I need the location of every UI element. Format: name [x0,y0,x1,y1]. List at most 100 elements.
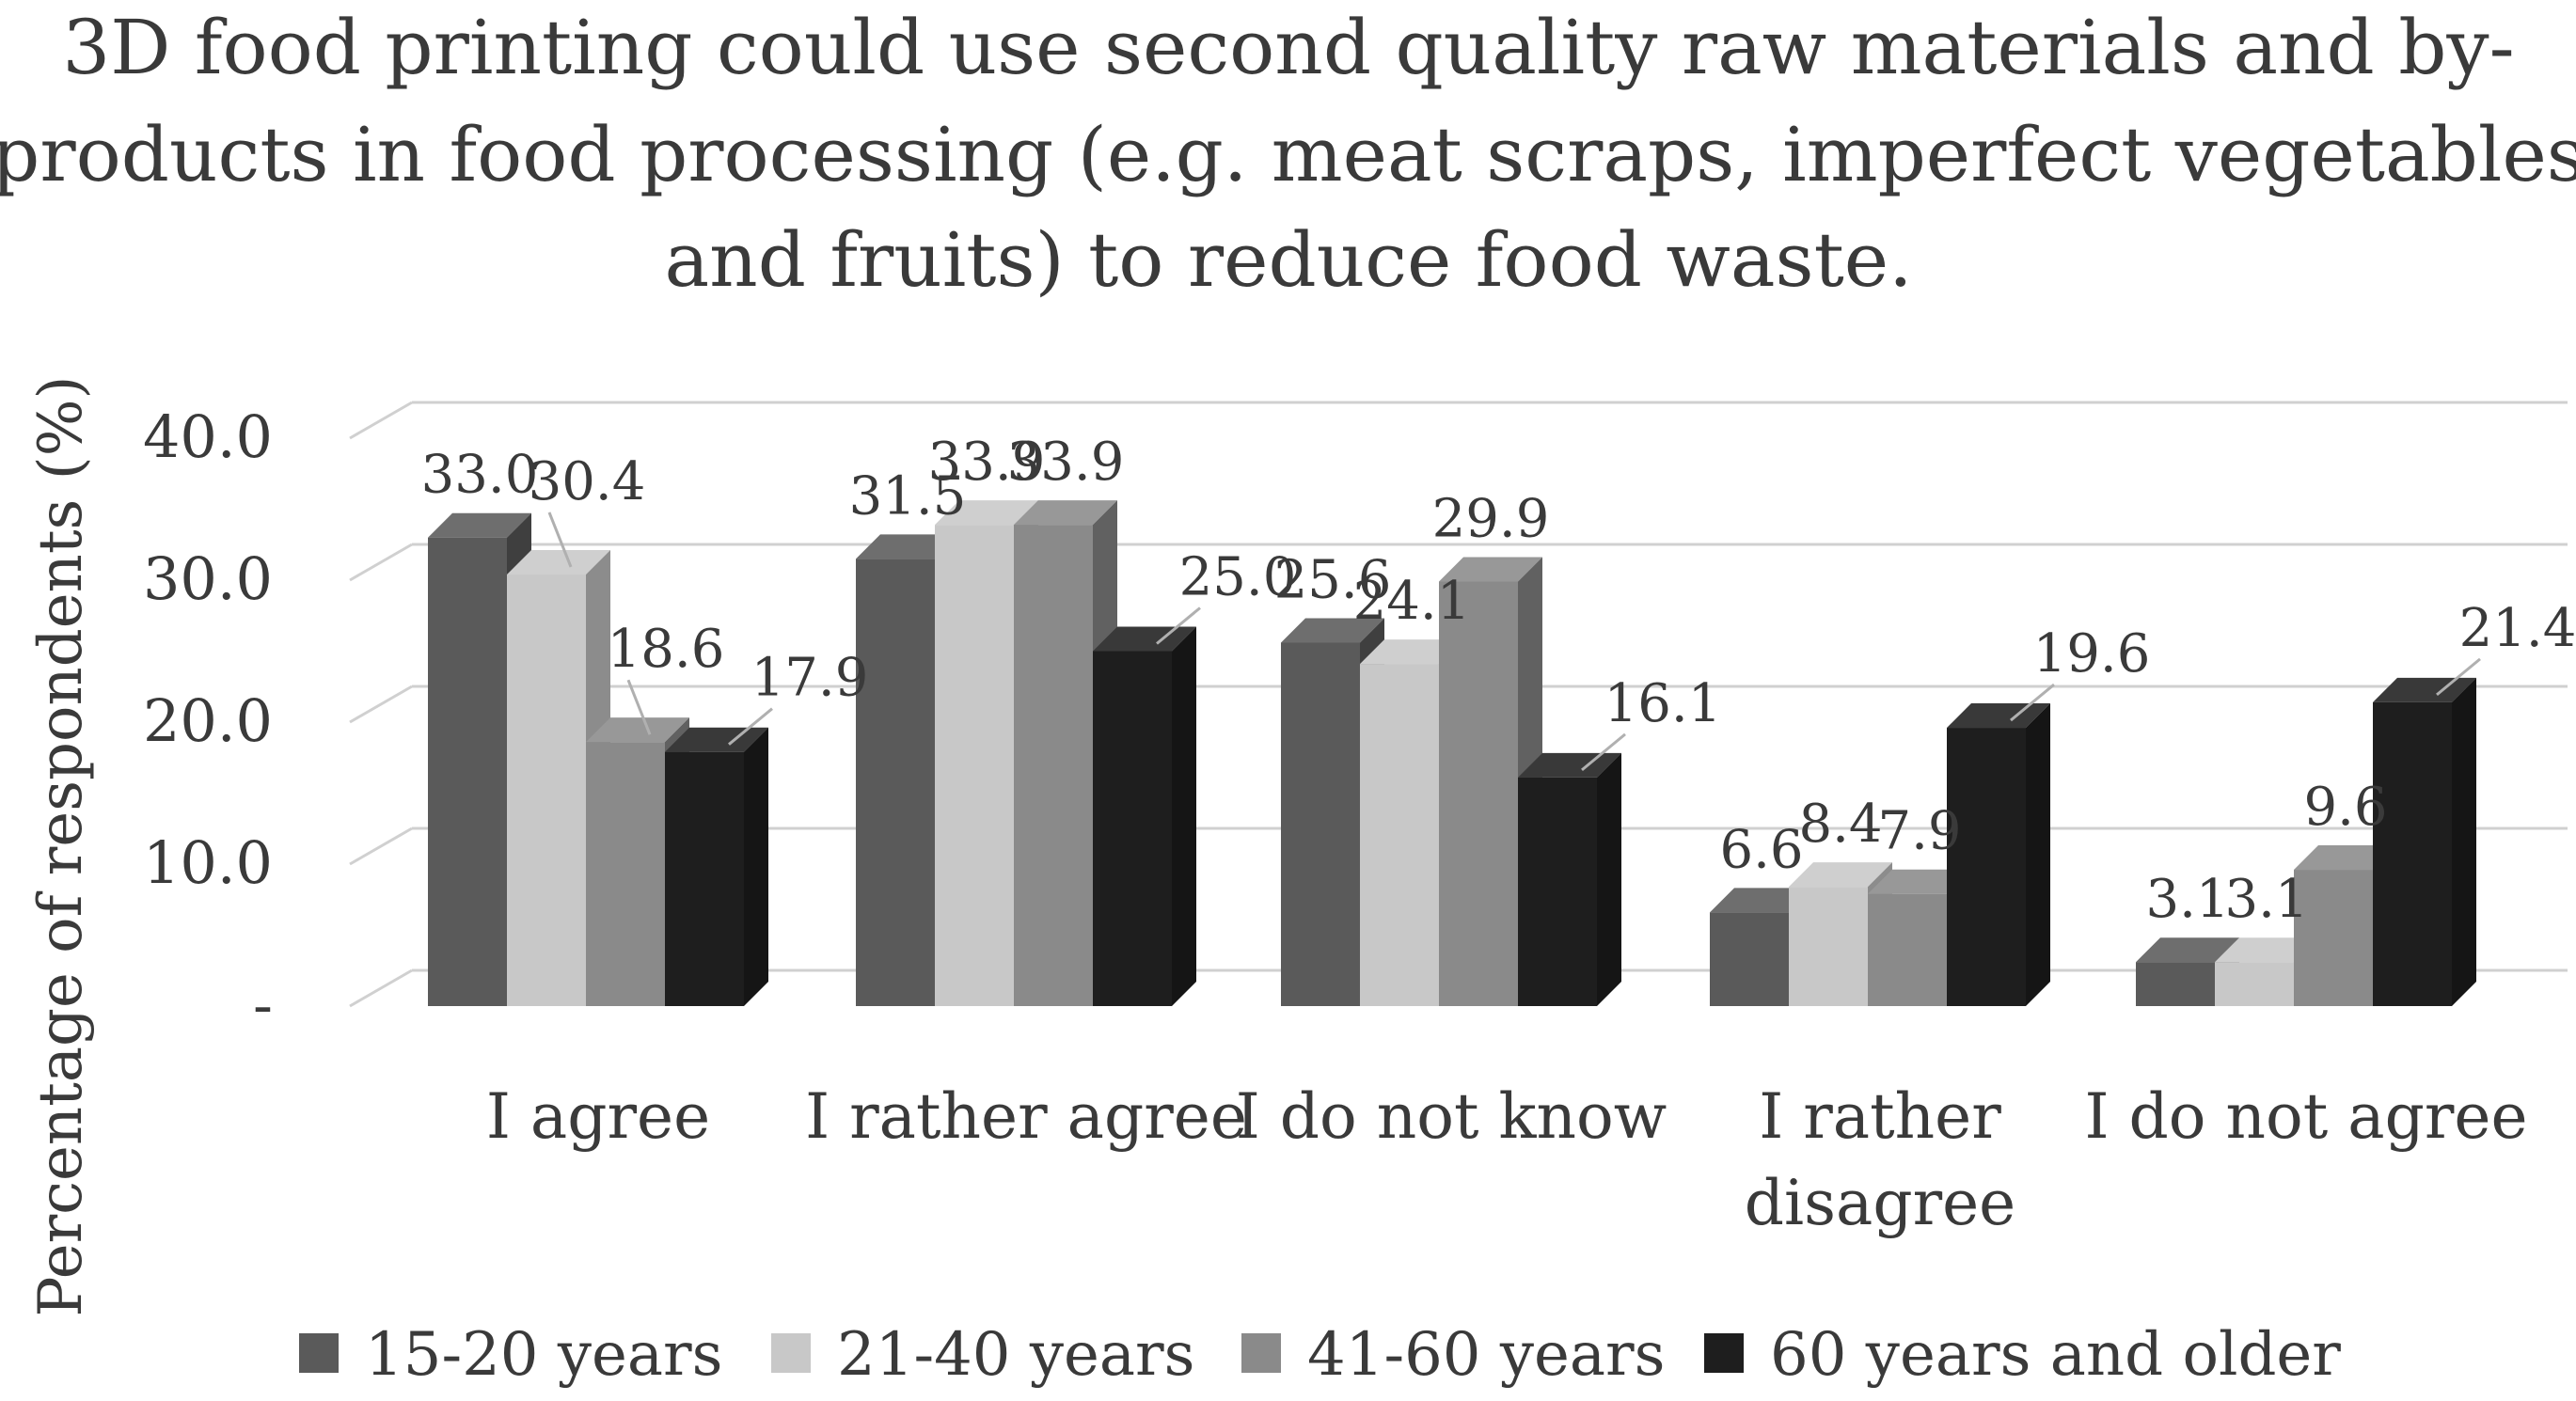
bar-front [586,742,665,1006]
data-labels: 33.030.418.6 17.931.533.933.925.025.624.1… [421,432,2576,930]
leader-line [1156,606,1201,645]
data-label: 29.9 [1432,489,1550,550]
data-label: 8.4 [1798,794,1882,855]
data-label: 33.9 [928,432,1046,493]
category-label: I do not agree [2084,1080,2527,1153]
chart-title-line-1: 3D food printing could use second qualit… [62,4,2514,91]
bar-side [2452,677,2476,1006]
y-tick-label: 20.0 [143,686,273,755]
data-label: 6.6 [1719,819,1803,880]
bar-front [1014,525,1093,1006]
data-label: 16.1 [1604,673,1722,734]
y-axis-ticks: - 10.0 20.0 30.0 40.0 [143,402,273,1039]
bar-front [2294,870,2373,1006]
gridline-wall [349,685,413,724]
data-label: 25.6 [1274,549,1392,610]
data-label: 9.6 [2303,777,2387,838]
bar-front [856,559,935,1006]
y-tick-label: 10.0 [143,828,273,897]
data-label: 21.4 [2459,598,2576,659]
bar-top [1281,618,1384,643]
bar-front [935,525,1014,1006]
legend-item: 60 years and older [1704,1320,2341,1390]
bar-side [1597,752,1621,1006]
bar [2373,677,2476,1006]
y-axis-title: Percentage of respondents (%) [26,376,96,1317]
data-label: 33.0 [421,445,539,506]
bar-top [2215,937,2318,963]
data-label: 7.9 [1877,801,1961,862]
bar-front [1710,912,1789,1006]
legend-item: 21-40 years [771,1320,1194,1390]
gridline-wall [349,826,413,866]
bar-front [1868,893,1947,1006]
bar-top [935,500,1038,526]
leader-line [1581,732,1626,772]
data-label: 18.6 [608,619,725,680]
bar-front [1518,777,1597,1006]
bar-top [2136,937,2239,963]
bar-front [1360,664,1439,1006]
legend-swatch [1704,1333,1744,1373]
bar-side [2026,703,2050,1006]
legend: 15-20 years 21-40 years 41-60 years 60 year… [299,1320,2341,1390]
bar-front [507,574,586,1006]
bar-front [1281,642,1360,1006]
leader-line [626,679,652,735]
y-tick-label: 40.0 [143,402,273,471]
leader-line [2436,657,2481,697]
data-label: 30.4 [529,451,646,512]
data-label: 25.0 [1179,547,1297,608]
bars [428,500,2476,1006]
data-label: 24.1 [1353,571,1471,632]
bar-front [1947,728,2026,1006]
bar-front [1439,581,1518,1006]
bar-front [2215,962,2294,1006]
data-label: 31.5 [849,465,967,527]
data-label: 17.9 [751,648,869,709]
chart-title: 3D food printing could use second qualit… [0,4,2576,304]
bar-top [1710,888,1813,913]
bar-front [1093,651,1172,1006]
category-label: I rather disagree [1745,1080,2016,1239]
bar-front [2373,701,2452,1006]
bar-top [1789,862,1892,888]
bar-front [1789,887,1868,1006]
legend-label: 15-20 years [365,1320,722,1390]
legend-label: 60 years and older [1770,1320,2341,1390]
bar-top [856,534,959,559]
leader-line [2010,683,2055,722]
bar [1518,752,1621,1006]
legend-swatch [771,1333,811,1373]
gridline-wall [349,968,413,1008]
gridline-wall [349,543,413,582]
bar-top [2294,845,2397,871]
bar-top [428,512,531,538]
legend-label: 41-60 years [1307,1320,1665,1390]
data-label: 19.6 [2033,623,2151,685]
bar-top [586,717,689,743]
bar-front [428,537,507,1006]
legend-item: 41-60 years [1241,1320,1665,1390]
bar [1947,703,2050,1006]
category-label: I agree [486,1080,710,1153]
bar-top [1360,639,1463,665]
legend-swatch [1241,1333,1281,1373]
chart-title-line-3: and fruits) to reduce food waste. [664,216,1912,304]
category-label: I do not know [1236,1080,1667,1153]
y-tick-label: - [253,970,273,1039]
leader-line [728,707,773,746]
leader-lines [547,512,2481,772]
bar [1093,626,1196,1006]
bar-front [2136,962,2215,1006]
bar [665,727,768,1006]
data-label: 3.1 [2145,869,2229,930]
bar-front [665,751,744,1006]
legend-label: 21-40 years [837,1320,1194,1390]
chart-title-line-2: products in food processing (e.g. meat s… [0,111,2576,198]
bar-top [507,549,610,575]
leader-line [547,512,573,568]
legend-swatch [299,1333,339,1373]
